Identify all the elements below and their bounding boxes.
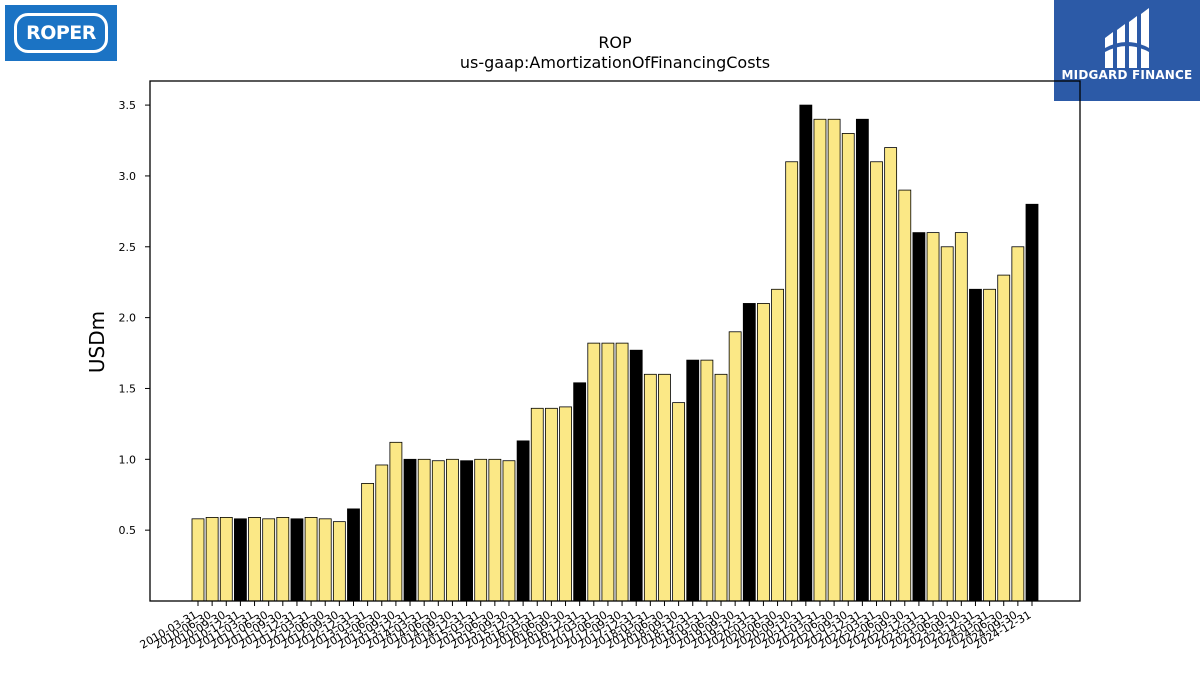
bar-2018-06-30 <box>658 373 671 602</box>
roper-logo-text: ROPER <box>26 22 96 44</box>
bar-2012-03-31 <box>304 517 318 602</box>
y-tick-label: 1.5 <box>119 382 137 395</box>
bar-2022-09-30 <box>898 189 912 602</box>
bar-2010-12-31 <box>234 518 247 602</box>
bar-2016-03-31 <box>530 407 544 602</box>
bar-2017-03-31 <box>587 342 601 602</box>
bar-2012-12-31 <box>347 508 360 602</box>
y-axis-ticks: 0.5 1.0 1.5 2.0 2.5 3.0 3.5 <box>119 99 150 537</box>
bar-2022-12-31 <box>912 232 926 602</box>
bar-2013-06-30 <box>375 464 389 602</box>
bar-2014-12-31 <box>460 460 473 602</box>
bar-2021-09-30 <box>841 133 855 602</box>
bar-2019-03-31 <box>700 359 714 602</box>
bar-2011-12-31 <box>290 518 304 602</box>
bar-2020-06-30 <box>771 288 784 602</box>
roper-logo: ROPER <box>5 5 117 61</box>
bar-2017-12-31 <box>629 349 643 602</box>
bars-layer <box>191 104 1039 602</box>
bar-2024-03-31 <box>983 288 996 602</box>
bar-2021-12-31 <box>855 118 869 602</box>
bar-2016-09-30 <box>559 406 572 602</box>
bar-2014-09-30 <box>446 458 459 602</box>
y-tick-label: 3.0 <box>119 170 137 183</box>
bar-2018-12-31 <box>686 359 700 602</box>
plot-frame <box>149 80 1081 602</box>
bar-2020-03-31 <box>757 303 770 602</box>
y-tick-label: 1.0 <box>119 453 137 466</box>
bar-2015-09-30 <box>502 460 516 602</box>
x-axis-ticks: 2010-03-312010-06-302010-09-302010-12-31… <box>138 601 1034 652</box>
bar-2023-09-30 <box>954 232 968 602</box>
bar-2018-09-30 <box>672 402 686 602</box>
bar-2017-06-30 <box>601 342 615 602</box>
bar-2013-03-31 <box>361 482 375 602</box>
bar-2024-12-31 <box>1025 203 1039 602</box>
y-tick-label: 2.0 <box>119 312 137 325</box>
bar-2024-06-30 <box>997 274 1011 602</box>
bar-2019-09-30 <box>728 331 742 602</box>
bar-2010-09-30 <box>219 517 233 602</box>
bar-2017-09-30 <box>615 342 629 602</box>
bar-2022-06-30 <box>884 147 898 602</box>
bar-2024-09-30 <box>1011 246 1025 602</box>
bar-2016-06-30 <box>544 407 558 602</box>
bar-2021-06-30 <box>827 118 841 602</box>
bar-2013-09-30 <box>389 441 403 602</box>
bar-2023-12-31 <box>969 288 982 602</box>
bar-2016-12-31 <box>573 382 587 602</box>
bar-2011-06-30 <box>262 518 276 602</box>
bar-2021-03-31 <box>813 118 827 602</box>
y-tick-label: 2.5 <box>119 241 137 254</box>
bar-2018-03-31 <box>643 373 657 602</box>
y-tick-label: 3.5 <box>119 99 137 112</box>
bar-2019-06-30 <box>714 373 728 602</box>
bar-2020-12-31 <box>799 104 813 602</box>
bar-2019-12-31 <box>742 303 756 602</box>
y-tick-label: 0.5 <box>119 524 137 537</box>
bar-2014-06-30 <box>431 460 445 602</box>
midgard-finance-logo: MIDGARD FINANCE <box>1054 0 1200 101</box>
chart-title: ROP <box>598 33 632 52</box>
bar-2010-06-30 <box>205 517 219 602</box>
chart-subtitle: us-gaap:AmortizationOfFinancingCosts <box>460 53 770 72</box>
bar-2015-06-30 <box>488 458 502 602</box>
midgard-logo-text: MIDGARD FINANCE <box>1061 68 1193 82</box>
bar-2011-09-30 <box>276 517 290 602</box>
bar-2015-03-31 <box>474 458 488 602</box>
bar-2012-09-30 <box>332 521 346 602</box>
bar-2020-09-30 <box>785 161 799 602</box>
bar-2023-03-31 <box>926 232 940 602</box>
bar-2014-03-31 <box>417 458 431 602</box>
bar-2010-03-31 <box>191 518 205 602</box>
bar-2012-06-30 <box>318 518 332 602</box>
roper-logo-outline <box>14 13 108 53</box>
bar-2022-03-31 <box>870 161 883 602</box>
bar-2015-12-31 <box>516 440 530 602</box>
bar-2011-03-31 <box>248 517 261 602</box>
bar-2023-06-30 <box>940 246 954 602</box>
bar-2013-12-31 <box>403 458 417 602</box>
midgard-emblem-icon <box>1105 8 1149 68</box>
y-axis-label: USDm <box>85 311 109 373</box>
